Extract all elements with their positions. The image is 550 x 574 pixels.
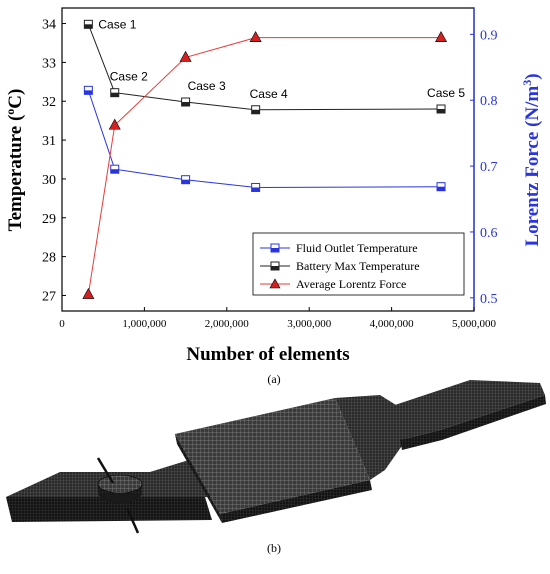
center-block-front (220, 480, 372, 523)
caption-b: (b) (267, 541, 281, 555)
legend-label-battery: Battery Max Temperature (296, 259, 420, 273)
legend-label-lorentz: Average Lorentz Force (296, 277, 406, 291)
annotation-case-1: Case 1 (98, 17, 136, 31)
y-right-tick-label: 0.6 (480, 226, 498, 241)
y-axis-title-left: Temperature (oC) (3, 89, 26, 232)
x-tick-label: 2,000,000 (205, 318, 250, 330)
y-axis-title-right: Lorentz Force (N/m3) (520, 73, 543, 246)
y-left-tick-label: 32 (42, 95, 56, 110)
series-point-1 (436, 104, 446, 114)
y-left-tick-label: 33 (42, 56, 56, 71)
annotation-case-4: Case 4 (250, 87, 288, 101)
series-point-1 (181, 97, 191, 107)
y-right-tick-label: 0.7 (480, 160, 498, 175)
y-left-tick-label: 34 (42, 18, 56, 33)
series-point-2 (108, 118, 121, 130)
x-axis-title: Number of elements (186, 344, 349, 365)
y-left-tick-label: 31 (42, 134, 56, 149)
legend-label-fluid: Fluid Outlet Temperature (296, 241, 418, 255)
series-point-0 (110, 164, 120, 174)
point-fill (110, 92, 119, 97)
series-point-0 (251, 182, 261, 192)
point-fill (181, 102, 190, 107)
legend-entry-battery: Battery Max Temperature (260, 259, 420, 273)
y-left-tick-label: 30 (42, 173, 56, 188)
center-block-left (175, 434, 222, 523)
x-tick-label: 3,000,000 (287, 318, 332, 330)
electrode-rod-bottom (125, 507, 140, 534)
y-right-tick-label: 0.8 (480, 94, 498, 109)
series-point-2 (179, 50, 192, 62)
chart-a: 0 1,000,000 2,000,000 3,000,000 4,000,000 5,0… (3, 7, 543, 386)
legend-entry-lorentz: Average Lorentz Force (260, 277, 406, 291)
point-fill (251, 109, 260, 114)
y-right-tick-label: 0.9 (480, 28, 498, 43)
series-point-0 (83, 85, 93, 95)
series-point-1 (251, 105, 261, 115)
mesh-geometry-image: (b) (6, 380, 546, 555)
point-fill (437, 109, 446, 113)
x-tick-label: 5,000,000 (452, 318, 497, 330)
y-left-tick-label: 27 (42, 289, 56, 304)
electrode-rod-top (96, 457, 115, 484)
series-point-0 (436, 182, 446, 192)
series-point-2 (435, 31, 448, 42)
point-fill (437, 186, 446, 191)
series-point-1 (110, 88, 120, 98)
series-line-0 (87, 90, 442, 188)
legend-entry-fluid: Fluid Outlet Temperature (260, 241, 418, 255)
point-fill (110, 169, 119, 174)
legend: Fluid Outlet Temperature Battery Max Tem… (252, 232, 465, 296)
left-channel-front (6, 497, 212, 522)
series-point-1 (83, 19, 93, 29)
annotation-case-3: Case 3 (188, 79, 226, 93)
y-right-tick-label: 0.5 (480, 292, 498, 307)
legend-box (252, 232, 465, 296)
series-point-2 (82, 287, 95, 299)
caption-a: (a) (267, 372, 280, 386)
annotation-case-2: Case 2 (110, 70, 148, 84)
right-channel-front (400, 395, 546, 450)
center-block-top (175, 398, 370, 514)
annotation-case-5: Case 5 (427, 86, 465, 100)
y-left-tick-label: 29 (42, 212, 56, 227)
x-tick-label: 0 (59, 318, 65, 330)
x-tick-label: 1,000,000 (122, 318, 167, 330)
point-fill (181, 179, 190, 184)
point-fill (84, 90, 93, 95)
y-left-tick-label: 28 (42, 251, 56, 266)
magnet-cylinder-top (97, 474, 143, 494)
point-fill (251, 187, 260, 192)
point-fill (84, 24, 93, 29)
right-channel-top (380, 380, 545, 440)
series-point-0 (181, 175, 191, 185)
series-point-2 (249, 31, 262, 42)
x-tick-label: 4,000,000 (370, 318, 415, 330)
